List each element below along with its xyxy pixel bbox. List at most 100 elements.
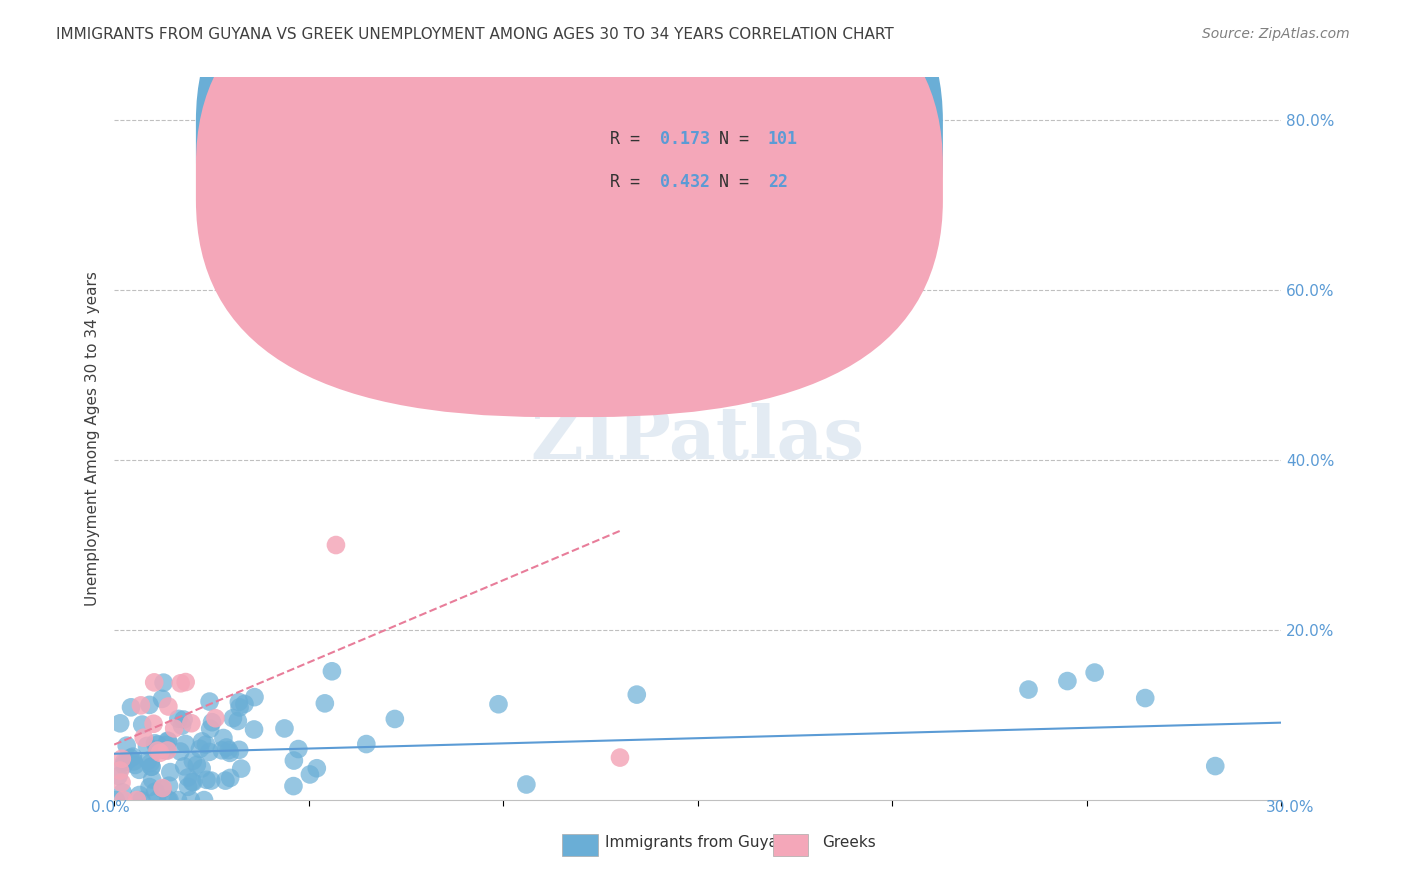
Point: [131, 793, 153, 807]
Point: [314, 697, 336, 711]
Point: [186, 757, 208, 772]
Point: [159, 765, 181, 780]
Point: [231, 762, 253, 776]
Point: [146, 742, 169, 756]
Point: [146, 744, 169, 758]
Point: [198, 695, 221, 709]
Point: [115, 755, 138, 769]
Point: [609, 750, 631, 764]
Point: [141, 772, 163, 787]
Point: [146, 793, 169, 807]
Point: [325, 538, 347, 552]
Point: [181, 754, 204, 768]
Point: [108, 764, 131, 778]
Point: [298, 767, 321, 781]
Point: [149, 746, 172, 760]
Text: N =: N =: [718, 173, 759, 191]
Text: IMMIGRANTS FROM GUYANA VS GREEK UNEMPLOYMENT AMONG AGES 30 TO 34 YEARS CORRELATI: IMMIGRANTS FROM GUYANA VS GREEK UNEMPLOY…: [56, 27, 894, 42]
Point: [174, 737, 197, 751]
Point: [243, 690, 266, 705]
Point: [305, 761, 328, 775]
FancyBboxPatch shape: [195, 0, 943, 374]
Point: [143, 736, 166, 750]
Point: [1204, 759, 1226, 773]
Point: [195, 772, 218, 787]
Point: [287, 742, 309, 756]
Point: [157, 734, 180, 748]
Point: [111, 785, 134, 799]
FancyBboxPatch shape: [195, 0, 943, 417]
Point: [222, 711, 245, 725]
Point: [283, 754, 305, 768]
Point: [515, 777, 537, 791]
Point: [201, 715, 224, 730]
Point: [110, 775, 132, 789]
Point: [128, 763, 150, 777]
Point: [156, 743, 179, 757]
Point: [122, 755, 145, 769]
Point: [107, 769, 129, 783]
Point: [136, 754, 159, 768]
Point: [626, 688, 648, 702]
Point: [169, 745, 191, 759]
Point: [136, 739, 159, 753]
Text: R =: R =: [610, 173, 650, 191]
Point: [211, 743, 233, 757]
Point: [159, 793, 181, 807]
Point: [139, 756, 162, 770]
Point: [243, 723, 266, 737]
Point: [146, 738, 169, 752]
Point: [212, 731, 235, 745]
Text: 22: 22: [768, 173, 787, 191]
Point: [1084, 665, 1107, 680]
Text: 0.0%: 0.0%: [91, 800, 131, 814]
Point: [180, 793, 202, 807]
Point: [156, 733, 179, 747]
Point: [111, 752, 134, 766]
Point: [218, 746, 240, 760]
Point: [157, 793, 180, 807]
Point: [193, 793, 215, 807]
Point: [174, 675, 197, 690]
Point: [426, 240, 449, 254]
Point: [1135, 691, 1157, 706]
Point: [104, 793, 127, 807]
Point: [163, 722, 186, 736]
Point: [195, 738, 218, 752]
Point: [215, 740, 238, 755]
Point: [129, 698, 152, 713]
Point: [228, 700, 250, 714]
Point: [180, 716, 202, 731]
Point: [169, 676, 191, 690]
Point: [188, 742, 211, 756]
Text: Source: ZipAtlas.com: Source: ZipAtlas.com: [1202, 27, 1350, 41]
Point: [125, 793, 148, 807]
Point: [191, 734, 214, 748]
Y-axis label: Unemployment Among Ages 30 to 34 years: Unemployment Among Ages 30 to 34 years: [86, 271, 100, 607]
Point: [167, 712, 190, 726]
Point: [112, 758, 135, 772]
Point: [356, 737, 378, 751]
Point: [183, 775, 205, 789]
Point: [152, 780, 174, 795]
Point: [152, 781, 174, 796]
Point: [1018, 682, 1040, 697]
Text: 101: 101: [768, 130, 797, 148]
Point: [112, 755, 135, 769]
FancyBboxPatch shape: [510, 85, 884, 222]
Point: [150, 691, 173, 706]
Point: [173, 759, 195, 773]
Point: [143, 785, 166, 799]
Point: [228, 695, 250, 709]
Point: [190, 762, 212, 776]
Point: [115, 739, 138, 753]
Point: [228, 743, 250, 757]
Point: [198, 745, 221, 759]
Point: [200, 773, 222, 788]
Point: [108, 716, 131, 731]
Point: [143, 675, 166, 690]
Point: [131, 717, 153, 731]
Point: [321, 665, 343, 679]
Point: [181, 775, 204, 789]
Point: [218, 743, 240, 757]
